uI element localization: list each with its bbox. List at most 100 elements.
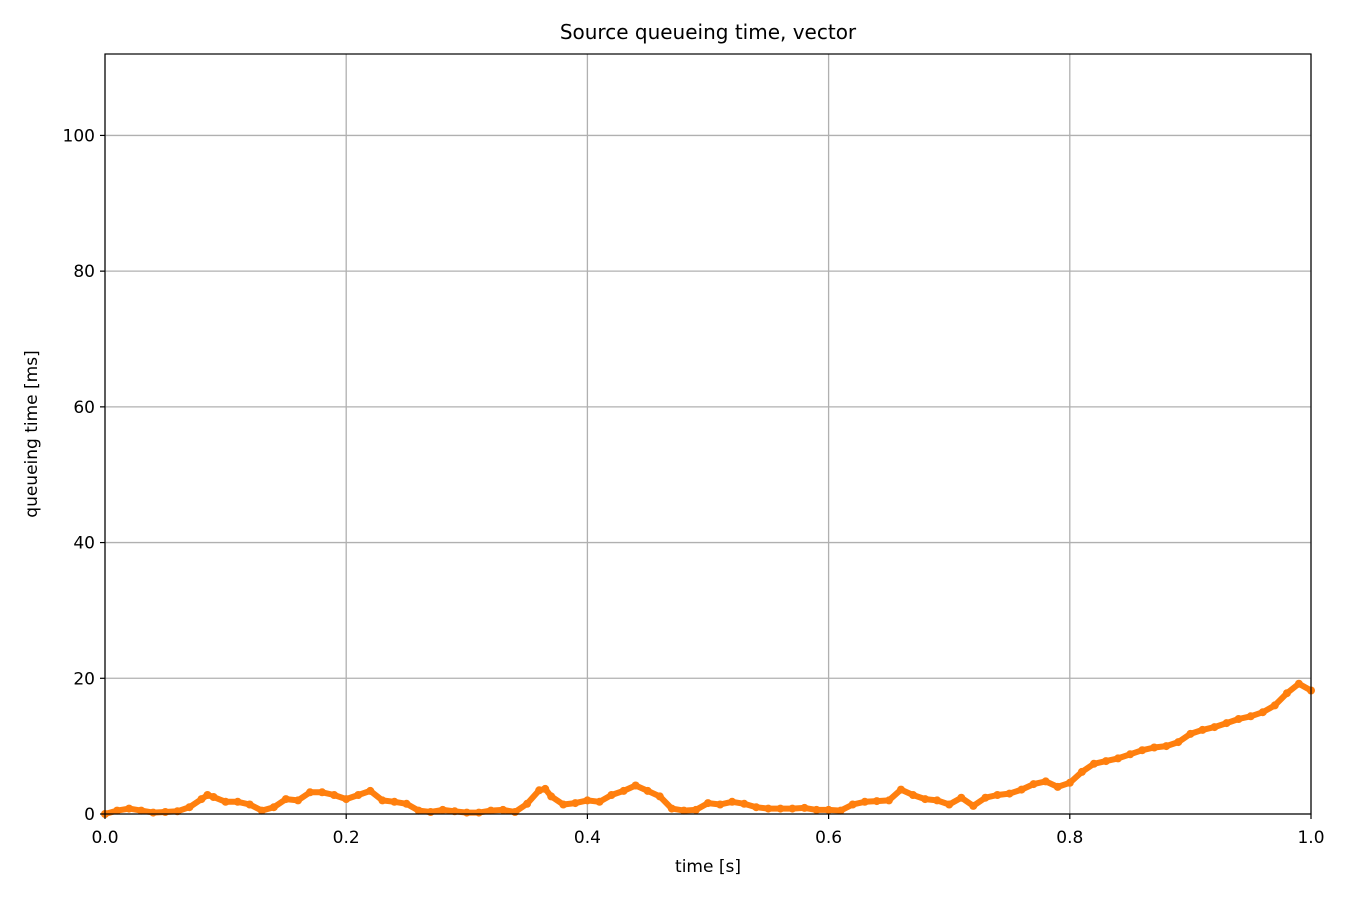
- data-point: [1114, 754, 1122, 763]
- data-point: [281, 795, 290, 804]
- data-point: [957, 793, 966, 802]
- y-tick-label: 0: [84, 805, 95, 825]
- x-tick-label: 0.8: [1056, 828, 1083, 848]
- data-point: [330, 791, 339, 799]
- data-point: [993, 791, 1002, 799]
- data-point: [1222, 719, 1231, 728]
- data-point: [1041, 777, 1050, 786]
- x-tick-label: 0.6: [815, 828, 842, 848]
- data-point: [933, 796, 942, 805]
- data-point: [1258, 708, 1267, 717]
- data-point: [571, 799, 580, 808]
- data-point: [209, 793, 218, 801]
- data-point: [269, 803, 278, 812]
- data-point: [450, 807, 459, 816]
- data-point: [1282, 689, 1291, 698]
- data-point: [221, 797, 230, 806]
- data-point: [1210, 723, 1219, 732]
- data-point: [1065, 778, 1074, 787]
- x-tick-label: 0.4: [574, 828, 601, 848]
- data-point: [137, 806, 146, 815]
- plot-frame: [104, 53, 1312, 815]
- data-point: [764, 804, 773, 813]
- data-point: [125, 804, 134, 813]
- data-point: [414, 806, 423, 815]
- data-point: [1102, 757, 1110, 766]
- data-point: [474, 808, 483, 817]
- data-point: [535, 786, 544, 795]
- data-point: [909, 791, 917, 799]
- data-point: [1246, 712, 1255, 721]
- data-point: [378, 796, 387, 805]
- data-point: [197, 795, 206, 804]
- data-point: [547, 792, 556, 801]
- data-point: [511, 808, 519, 816]
- data-point: [884, 796, 893, 805]
- data-point: [173, 807, 182, 816]
- data-point: [426, 808, 435, 816]
- x-axis-label: time [s]: [675, 857, 741, 877]
- ticks: 0.0 0.2 0.4 0.6 0.8 1.0 0 20 40 60 80 100: [63, 126, 1325, 848]
- x-tick-label: 0.0: [91, 828, 118, 848]
- data-point: [812, 805, 821, 814]
- data-point: [161, 808, 170, 816]
- data-point: [619, 786, 628, 795]
- data-point: [897, 785, 905, 794]
- data-point: [233, 797, 242, 806]
- data-point: [1174, 738, 1183, 747]
- data-point: [1029, 780, 1038, 789]
- data-point: [921, 795, 930, 804]
- data-point: [679, 806, 688, 815]
- data-point: [860, 797, 869, 806]
- data-point: [740, 799, 749, 808]
- data-point: [848, 800, 857, 809]
- data-point: [583, 796, 592, 805]
- data-point: [541, 784, 550, 793]
- data-point: [462, 808, 471, 817]
- y-tick-label: 40: [73, 534, 95, 554]
- data-point: [1053, 782, 1062, 791]
- data-point: [607, 791, 616, 799]
- data-point: [1186, 729, 1195, 738]
- data-point: [390, 797, 399, 806]
- data-point: [728, 797, 737, 806]
- data-point: [113, 806, 122, 815]
- x-tick-label: 0.2: [333, 828, 360, 848]
- data-point: [1150, 743, 1159, 752]
- data-point: [981, 793, 990, 802]
- y-tick-label: 80: [73, 262, 95, 282]
- data-point: [1126, 750, 1135, 759]
- y-axis-label: queueing time [ms]: [22, 350, 42, 517]
- data-point: [1294, 679, 1303, 688]
- data-point: [667, 804, 676, 813]
- data-point: [318, 788, 327, 797]
- data-point: [523, 799, 532, 808]
- data-point: [872, 797, 881, 806]
- y-tick-label: 100: [63, 126, 95, 146]
- data-point: [836, 806, 845, 815]
- data-point: [245, 800, 254, 809]
- data-point: [149, 808, 158, 817]
- data-point: [704, 799, 712, 808]
- data-point: [969, 801, 978, 810]
- data-point: [559, 800, 568, 809]
- data-point: [499, 805, 507, 814]
- data-point: [631, 781, 640, 790]
- x-tick-label: 1.0: [1297, 828, 1324, 848]
- y-tick-label: 60: [73, 398, 95, 418]
- data-point: [185, 803, 194, 812]
- data-point: [1077, 767, 1086, 776]
- data-point: [1089, 759, 1098, 768]
- data-point: [1198, 725, 1207, 734]
- chart-title: Source queueing time, vector: [560, 20, 857, 44]
- data-point: [1162, 742, 1171, 751]
- data-point: [306, 788, 314, 797]
- data-point: [716, 800, 725, 809]
- data-point: [342, 795, 351, 804]
- data-point: [595, 797, 604, 806]
- data-point: [945, 800, 954, 809]
- data-point: [354, 791, 363, 799]
- data-point: [655, 792, 664, 801]
- grid: [104, 54, 1312, 815]
